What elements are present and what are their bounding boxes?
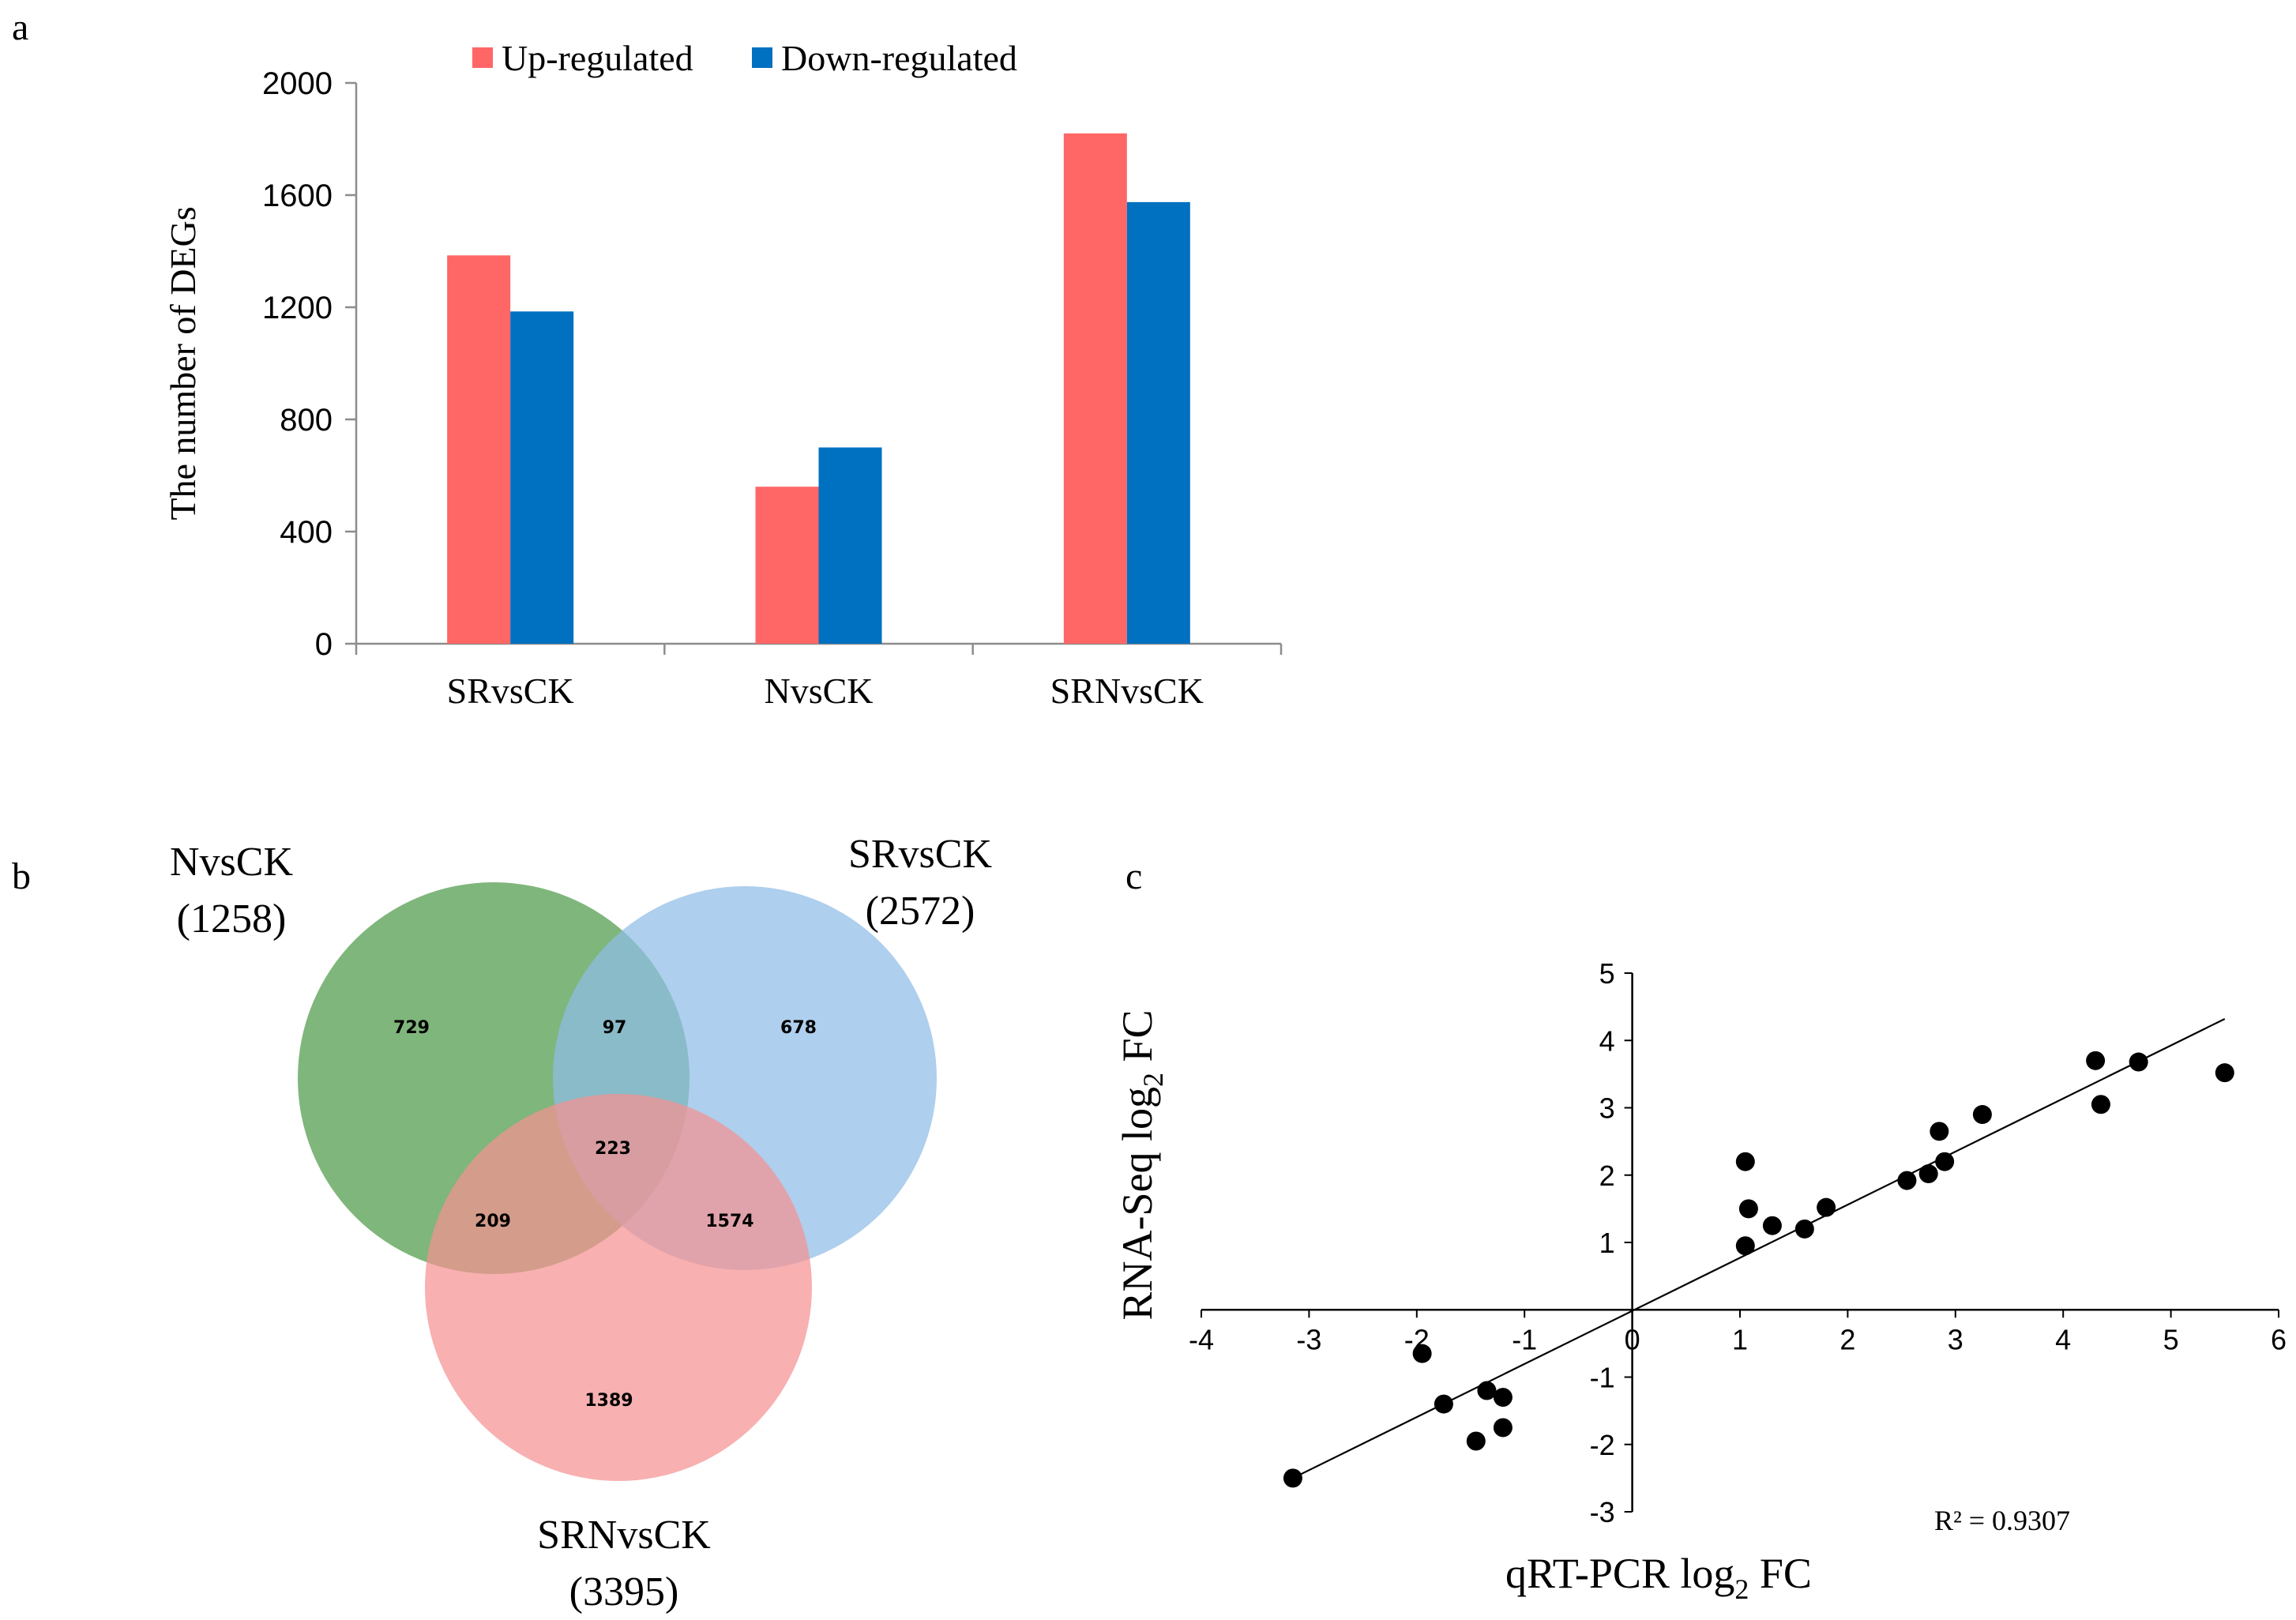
bar-down-regulated-srnvsck [1126,201,1190,644]
bar-up-regulated-srvsck [447,255,511,644]
venn-circle-srnvsck [425,1094,812,1481]
scatter-y-tick-label: 1 [1599,1227,1615,1259]
scatter-point [1735,1152,1755,1171]
bar-category-label: NvsCK [764,671,873,711]
venn-set-name-nvsck: NvsCK [170,840,293,885]
legend-label-down: Down-regulated [781,38,1017,78]
bar-x-ticks [355,644,1283,655]
scatter-point [1762,1216,1782,1235]
scatter-point [1918,1164,1938,1184]
scatter-x-tick-label: 1 [1732,1323,1748,1355]
scatter-x-tick-label: 2 [1839,1323,1855,1355]
scatter-x-tick-label: -3 [1296,1323,1321,1355]
bar-category-label: SRvsCK [447,671,574,711]
scatter-point [2129,1052,2148,1072]
panel-label-a: a [12,6,28,48]
venn-set-total-nvsck: (1258) [177,896,287,942]
scatter-point [2091,1095,2110,1114]
scatter-y-tick-label: -1 [1590,1362,1615,1394]
scatter-x-tick-label: 0 [1625,1323,1640,1355]
bar-y-tick-label: 400 [280,515,333,550]
legend-swatch-down [752,47,772,68]
venn-region-sr-only: 678 [780,1018,817,1038]
scatter-y-tick-label: -2 [1590,1429,1615,1461]
legend-label-up: Up-regulated [502,38,693,78]
scatter-point [1738,1199,1758,1219]
bar-y-tick-label: 0 [315,627,333,662]
venn-region-srn-only: 1389 [584,1391,633,1411]
venn-region-n-only: 729 [393,1018,430,1038]
bar-y-axis-label: The number of DEGs [163,206,203,520]
bar-y-tick-label: 800 [280,403,333,438]
scatter-point [2086,1051,2106,1070]
scatter-trendline [1292,1017,2226,1479]
scatter-y-tick-label: 5 [1599,957,1615,990]
scatter-x-tick-label: 6 [2271,1323,2287,1355]
scatter-point [1972,1105,1992,1125]
scatter-point [1735,1236,1755,1256]
venn-set-total-srnvsck: (3395) [569,1569,679,1614]
scatter-point [1477,1381,1497,1400]
bar-legend: Up-regulated Down-regulated [472,38,1017,78]
scatter-point [1412,1344,1432,1363]
scatter-x-tick-label: -1 [1512,1323,1537,1355]
scatter-x-tick-label: 4 [2055,1323,2071,1355]
bar-up-regulated-nvsck [755,487,819,644]
venn-region-n-srn: 209 [475,1212,511,1231]
bar-y-ticks: 0 400 800 1200 1600 2000 [262,66,356,662]
panel-label-b: b [12,855,31,897]
scatter-point [1283,1468,1302,1488]
bar-category-label: SRNvsCK [1050,671,1204,711]
scatter-y-tick-label: 2 [1599,1160,1615,1192]
venn-set-total-srvsck: (2572) [866,889,975,934]
scatter-point [1493,1418,1513,1438]
scatter-point [1930,1122,1949,1141]
scatter-r-squared: R² = 0.9307 [1934,1505,2070,1536]
venn-region-sr-srn: 1574 [705,1212,753,1231]
bar-category-labels: SRvsCK NvsCK SRNvsCK [447,671,1204,711]
scatter-x-ticks: -4 -3 -2 -1 0 1 2 3 4 5 6 [1189,1310,2287,1355]
scatter-x-tick-label: 3 [1948,1323,1963,1355]
venn-region-n-sr: 97 [603,1018,627,1038]
bar-down-regulated-srvsck [510,311,574,644]
legend-swatch-up [472,47,493,68]
scatter-y-tick-label: 4 [1599,1024,1615,1057]
venn-set-name-srnvsck: SRNvsCK [537,1513,711,1558]
scatter-point [1897,1171,1917,1190]
venn-diagram: 729 97 678 223 209 1574 1389 NvsCK (1258… [170,832,993,1614]
bar-up-regulated-srnvsck [1063,133,1127,644]
scatter-x-tick-label: -4 [1189,1323,1214,1355]
panel-label-c: c [1125,855,1142,897]
bar-marks [447,133,1190,644]
scatter-x-tick-label: 5 [2163,1323,2179,1355]
scatter-x-axis-label: qRT-PCR log2 FC [1505,1550,1812,1605]
scatter-point [1493,1388,1513,1408]
scatter-y-ticks: -3 -2 -1 1 2 3 4 5 [1590,957,1633,1528]
bar-y-tick-label: 2000 [262,66,333,101]
scatter-point [2215,1063,2234,1083]
scatter-point [1434,1394,1453,1414]
scatter-point [1817,1197,1836,1217]
scatter-point [1794,1219,1814,1238]
bar-down-regulated-nvsck [818,447,882,644]
venn-region-all: 223 [595,1139,631,1159]
bar-chart: 0 400 800 1200 1600 2000 SRvsCK NvsCK SRNvsCK T… [163,38,1283,711]
bar-y-tick-label: 1200 [262,291,333,325]
scatter-point [1935,1152,1955,1171]
bar-y-tick-label: 1600 [262,179,333,213]
venn-set-name-srvsck: SRvsCK [848,832,993,877]
scatter-points [1283,1051,2234,1488]
scatter-point [1466,1431,1486,1451]
scatter-y-tick-label: -3 [1590,1496,1615,1528]
scatter-y-axis-label: RNA-Seq log2 FC [1114,1009,1169,1320]
scatter-y-tick-label: 3 [1599,1092,1615,1125]
